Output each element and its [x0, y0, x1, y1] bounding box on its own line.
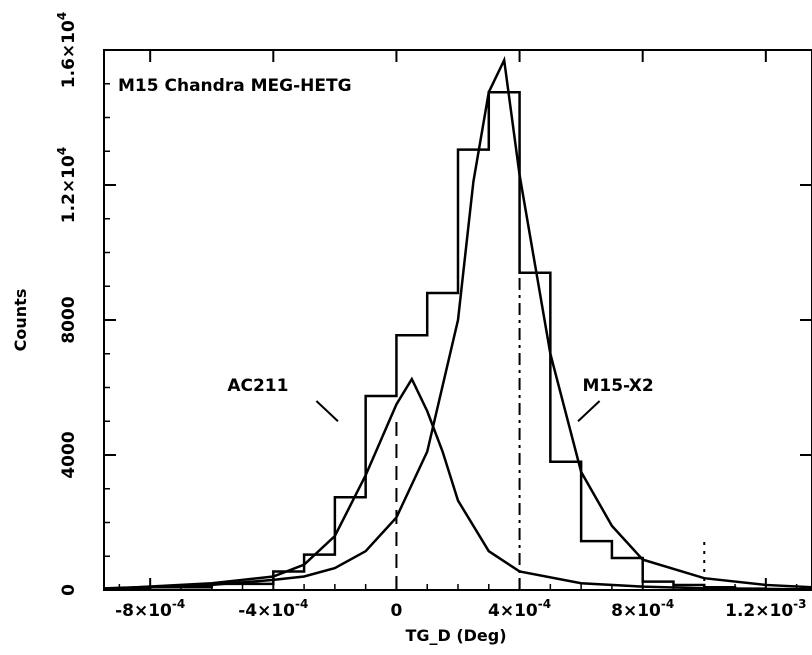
histogram-outline [104, 90, 812, 591]
y-axis-title: Counts [11, 289, 30, 352]
histogram-bin [550, 462, 581, 590]
x-tick-label: 4×10-4 [488, 597, 551, 621]
y-tick-label: 1.2×104 [55, 147, 79, 223]
x-tick-exponent: -4 [538, 597, 551, 611]
y-tick-label: 0 [59, 584, 79, 596]
y-tick-mantissa: 8000 [59, 296, 79, 343]
x-tick-mantissa: -4×10 [238, 601, 295, 621]
model-curves [103, 55, 812, 591]
y-tick-label: 8000 [59, 296, 79, 343]
x-tick-mantissa: -8×10 [115, 601, 172, 621]
leader-line-m15-x2 [577, 400, 601, 422]
x-tick-label: -4×10-4 [238, 597, 308, 621]
y-tick-label: 4000 [59, 431, 79, 478]
curve-ac211 [103, 376, 812, 591]
y-tick-mantissa: 4000 [59, 431, 79, 478]
y-tick-mantissa: 0 [59, 584, 79, 596]
tick-labels: -8×10-4 -4×10-4 0 4×10-4 8×10-4 1.2×10-304000… [55, 12, 807, 621]
x-tick-exponent: -4 [172, 597, 185, 611]
y-tick-exponent: 4 [55, 12, 69, 20]
x-tick-mantissa: 0 [391, 601, 403, 621]
y-tick-exponent: 4 [55, 147, 69, 155]
x-tick-exponent: -4 [295, 597, 308, 611]
vertical-lines [395, 141, 706, 590]
histogram-bin [366, 396, 397, 590]
x-tick-label: 1.2×10-3 [725, 597, 806, 621]
x-tick-label: -8×10-4 [115, 597, 185, 621]
x-tick-exponent: -3 [793, 597, 806, 611]
x-axis-title: TG_D (Deg) [405, 626, 506, 645]
annotation-m15-x2: M15-X2 [582, 376, 653, 396]
annotation-ac211: AC211 [227, 376, 288, 396]
x-tick-mantissa: 4×10 [488, 601, 538, 621]
histogram-bin [335, 497, 366, 590]
y-tick-label: 1.6×104 [55, 12, 79, 88]
histogram-bin [489, 92, 520, 590]
curve-m15-x2 [103, 55, 812, 590]
x-tick-label: 8×10-4 [611, 597, 674, 621]
x-tick-mantissa: 8×10 [611, 601, 661, 621]
chart-title: M15 Chandra MEG-HETG [118, 76, 352, 96]
y-tick-mantissa: 1.2×10 [59, 155, 79, 223]
histogram [104, 90, 812, 591]
x-tick-mantissa: 1.2×10 [725, 601, 793, 621]
x-tick-label: 0 [391, 601, 403, 621]
leader-line-ac211 [315, 400, 339, 422]
y-tick-mantissa: 1.6×10 [59, 20, 79, 88]
x-tick-exponent: -4 [661, 597, 674, 611]
